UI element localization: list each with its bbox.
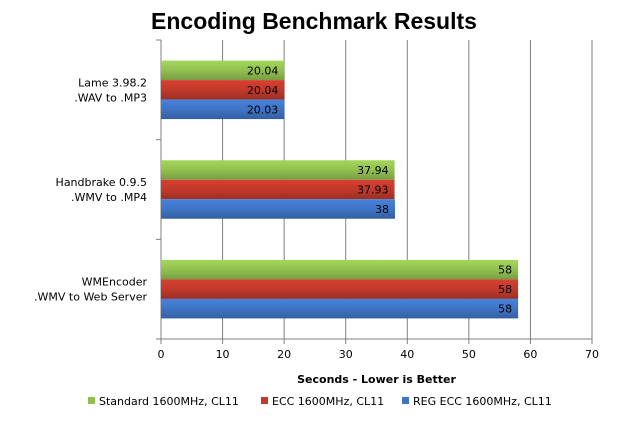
legend-label: Standard 1600MHz, CL11 — [99, 395, 239, 408]
x-tick-label: 60 — [523, 348, 537, 361]
x-tick-label: 30 — [339, 348, 353, 361]
bar — [161, 60, 285, 81]
legend-swatch — [261, 397, 268, 404]
bar — [161, 179, 395, 200]
category-label: .WMV to Web Server — [34, 291, 147, 304]
x-tick-label: 10 — [216, 348, 230, 361]
bar-value-label: 37.94 — [357, 164, 389, 177]
x-tick-label: 70 — [585, 348, 599, 361]
bar-value-label: 58 — [498, 283, 512, 296]
bar — [161, 298, 519, 319]
bar-value-label: 20.04 — [247, 84, 279, 97]
chart-title: Encoding Benchmark Results — [151, 8, 477, 34]
legend-label: ECC 1600MHz, CL11 — [272, 395, 384, 408]
legend-swatch — [402, 397, 409, 404]
category-label: .WAV to .MP3 — [74, 91, 147, 104]
bar-value-label: 58 — [498, 303, 512, 316]
bar — [161, 199, 395, 219]
legend-label: REG ECC 1600MHz, CL11 — [413, 395, 552, 408]
bar — [161, 259, 519, 280]
bar-value-label: 20.04 — [247, 64, 279, 77]
bar — [161, 160, 395, 180]
category-label: .WMV to .MP4 — [71, 191, 147, 204]
bar-value-label: 38 — [375, 203, 389, 216]
x-tick-label: 40 — [400, 348, 414, 361]
x-tick-label: 20 — [277, 348, 291, 361]
bar-value-label: 20.03 — [247, 103, 279, 116]
bar-value-label: 37.93 — [357, 184, 389, 197]
bar — [161, 99, 285, 120]
x-axis-label: Seconds - Lower is Better — [297, 373, 456, 386]
x-tick-label: 50 — [462, 348, 476, 361]
category-label: Handbrake 0.9.5 — [56, 176, 147, 189]
category-label: WMEncoder — [82, 276, 148, 289]
x-tick-label: 0 — [158, 348, 165, 361]
bar-value-label: 58 — [498, 264, 512, 277]
bar — [161, 80, 285, 100]
bar — [161, 279, 519, 299]
legend-swatch — [88, 397, 95, 404]
category-label: Lame 3.98.2 — [78, 76, 147, 89]
